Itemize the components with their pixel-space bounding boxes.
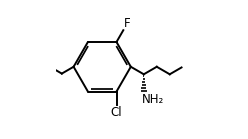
Text: NH₂: NH₂: [142, 93, 164, 106]
Text: Cl: Cl: [110, 106, 122, 119]
Text: F: F: [124, 17, 131, 29]
